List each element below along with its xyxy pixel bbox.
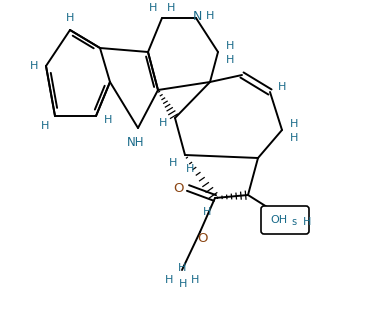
Text: H: H bbox=[165, 275, 173, 285]
Text: s: s bbox=[292, 217, 296, 227]
Text: H: H bbox=[167, 3, 175, 13]
Text: H: H bbox=[66, 13, 74, 23]
Text: H: H bbox=[226, 41, 234, 51]
Text: H: H bbox=[191, 275, 199, 285]
Text: H: H bbox=[41, 121, 49, 131]
Text: H: H bbox=[186, 164, 194, 174]
Text: H: H bbox=[178, 263, 186, 273]
Text: H: H bbox=[159, 118, 167, 128]
Text: H: H bbox=[290, 119, 298, 129]
Text: H: H bbox=[179, 279, 187, 289]
Text: H: H bbox=[169, 158, 177, 168]
Text: OH: OH bbox=[270, 215, 288, 225]
Text: H: H bbox=[149, 3, 157, 13]
Text: O: O bbox=[197, 232, 207, 245]
Text: H: H bbox=[206, 11, 214, 21]
Text: H: H bbox=[278, 82, 286, 92]
Text: N: N bbox=[192, 10, 202, 24]
Text: H: H bbox=[226, 55, 234, 65]
Text: H: H bbox=[203, 207, 211, 217]
FancyBboxPatch shape bbox=[261, 206, 309, 234]
Text: H: H bbox=[104, 115, 112, 125]
Text: H: H bbox=[290, 133, 298, 143]
Text: H: H bbox=[30, 61, 38, 71]
Text: H: H bbox=[303, 217, 311, 227]
Text: NH: NH bbox=[127, 135, 145, 148]
Text: O: O bbox=[174, 181, 184, 194]
